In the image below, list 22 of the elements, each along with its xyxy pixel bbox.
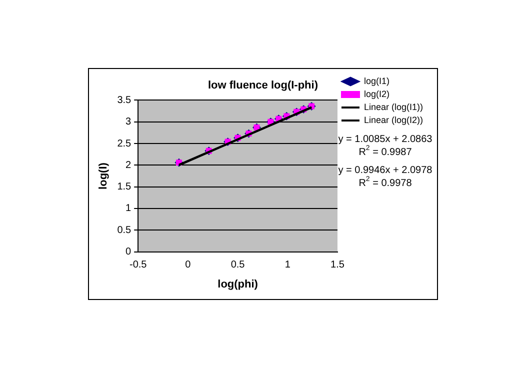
x-tick-label: 0.5 bbox=[230, 260, 246, 271]
y-tick-label: 2.5 bbox=[117, 138, 132, 150]
x-tick-label: 1 bbox=[284, 260, 291, 271]
x-tick-label: -0.5 bbox=[129, 260, 148, 271]
x-axis-title: log(phi) bbox=[218, 278, 258, 290]
x-tick-label: 0 bbox=[185, 260, 192, 271]
legend-label: log(I1) bbox=[364, 76, 390, 86]
y-axis-title: log(I) bbox=[98, 162, 110, 190]
x-tick-label: 1.5 bbox=[330, 260, 345, 271]
y-tick-label: 0 bbox=[126, 246, 132, 258]
y-tick-label: 3 bbox=[126, 116, 132, 128]
y-tick-label: 2 bbox=[126, 160, 132, 171]
legend-label: Linear (log(I1)) bbox=[364, 102, 424, 112]
y-tick-label: 1 bbox=[126, 203, 132, 214]
chart-title: low fluence log(I-phi) bbox=[208, 80, 318, 92]
y-tick-label: 3.5 bbox=[117, 94, 132, 106]
text: y = 0.9946x + 2.0978 bbox=[338, 164, 433, 176]
legend-label: log(I2) bbox=[364, 88, 390, 99]
legend-label: Linear (log(I2)) bbox=[364, 114, 424, 125]
y-tick-label: 1.5 bbox=[117, 182, 132, 193]
text: y = 1.0085x + 2.0863 bbox=[338, 134, 433, 145]
y-tick-label: 0.5 bbox=[117, 224, 132, 236]
